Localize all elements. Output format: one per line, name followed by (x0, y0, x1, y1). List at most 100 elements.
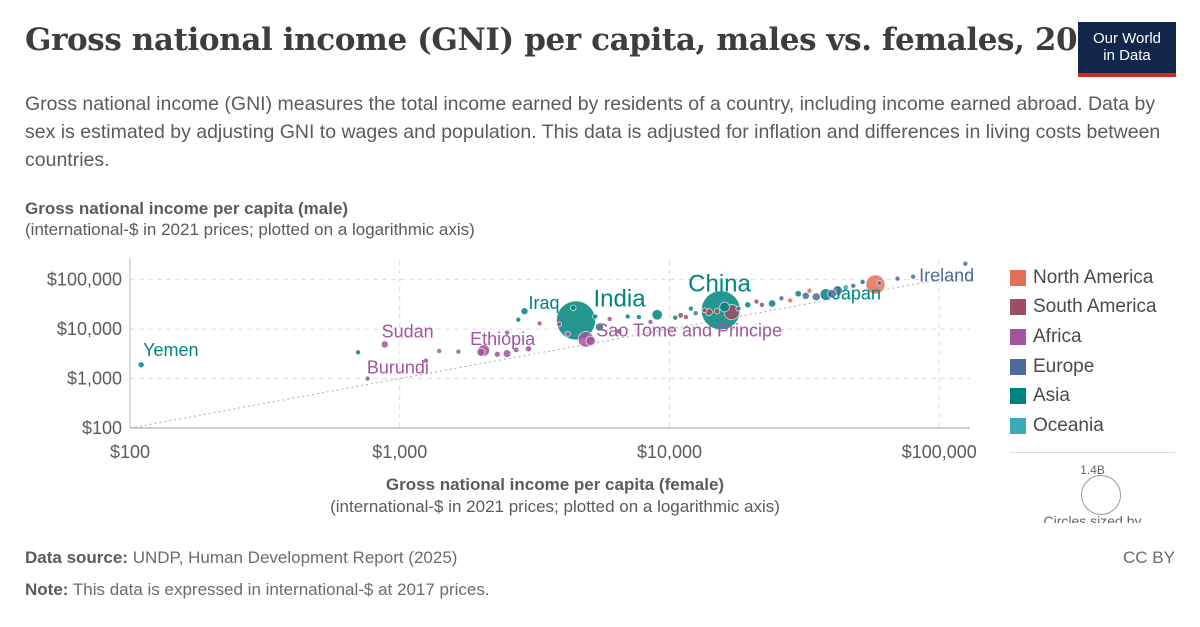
legend-item[interactable]: North America (1010, 263, 1157, 293)
data-point[interactable] (536, 320, 543, 327)
data-point[interactable] (768, 299, 777, 308)
data-point[interactable] (794, 290, 802, 298)
size-legend-note: Circles sized by population (1043, 513, 1142, 523)
data-point[interactable] (713, 308, 721, 315)
chart-note: Note: This data is expressed in internat… (25, 580, 490, 600)
legend-item[interactable]: Africa (1010, 322, 1157, 352)
data-point[interactable] (520, 307, 529, 316)
data-point[interactable] (556, 300, 596, 341)
data-point[interactable] (595, 322, 604, 332)
data-point[interactable] (355, 349, 361, 356)
data-point[interactable] (592, 313, 599, 320)
legend-item[interactable]: South America (1010, 293, 1157, 323)
region-legend: North America South America Africa Europe As… (1010, 263, 1157, 441)
data-point[interactable] (556, 321, 562, 328)
point-label: Yemen (143, 340, 198, 360)
legend-item[interactable]: Europe (1010, 352, 1157, 382)
data-point[interactable] (615, 328, 623, 335)
data-point[interactable] (744, 301, 752, 309)
data-point[interactable] (806, 287, 813, 294)
data-point[interactable] (647, 319, 654, 325)
data-point[interactable] (759, 302, 765, 308)
data-point[interactable] (692, 310, 699, 316)
legend-swatch (1010, 328, 1026, 345)
data-point[interactable] (850, 283, 857, 289)
data-point[interactable] (570, 304, 577, 311)
y-tick-label: $100 (82, 418, 122, 438)
y-axis-subtitle: (international-$ in 2021 prices; plotted… (25, 220, 475, 239)
data-point[interactable] (962, 260, 969, 267)
data-point[interactable] (494, 350, 501, 358)
point-label: Japan (832, 284, 881, 304)
legend-swatch (1010, 417, 1026, 434)
data-point[interactable] (672, 314, 679, 321)
data-point[interactable] (515, 316, 522, 323)
data-point[interactable] (476, 347, 486, 357)
data-point[interactable] (565, 331, 571, 337)
size-legend: 1.4B Circles sized by population (1010, 452, 1175, 523)
data-point[interactable] (683, 314, 689, 320)
data-point[interactable] (778, 295, 785, 302)
data-point[interactable] (688, 305, 694, 312)
x-tick-label: $100 (110, 442, 150, 462)
point-label: Sudan (382, 321, 434, 341)
data-point[interactable] (811, 292, 821, 302)
legend-label: Oceania (1033, 414, 1104, 436)
point-label: Iraq (528, 293, 559, 313)
owid-logo[interactable]: Our World in Data (1078, 22, 1176, 77)
data-point[interactable] (436, 348, 442, 354)
data-point[interactable] (842, 284, 849, 291)
x-tick-label: $1,000 (372, 442, 427, 462)
data-point[interactable] (701, 307, 708, 314)
y-tick-label: $1,000 (67, 369, 122, 389)
data-point[interactable] (502, 349, 512, 358)
data-point[interactable] (651, 309, 663, 321)
data-point[interactable] (504, 329, 510, 336)
point-label: India (594, 285, 647, 312)
data-point[interactable] (606, 316, 613, 322)
data-point[interactable] (753, 298, 760, 305)
x-axis-title: Gross national income per capita (female… (385, 475, 725, 494)
x-axis-subtitle: (international-$ in 2021 prices; plotted… (330, 497, 780, 516)
data-point[interactable] (801, 291, 810, 300)
point-label: China (688, 270, 751, 297)
data-point[interactable] (894, 275, 901, 282)
data-point[interactable] (636, 314, 642, 320)
data-point[interactable] (876, 280, 883, 286)
data-point[interactable] (525, 345, 532, 353)
y-axis-title: Gross national income per capita (male) (25, 199, 349, 218)
logo-line-1: Our World (1092, 30, 1162, 47)
x-tick-label: $10,000 (637, 442, 702, 462)
data-point[interactable] (137, 361, 145, 369)
license-link[interactable]: CC BY (1123, 548, 1175, 567)
y-tick-label: $100,000 (47, 270, 122, 290)
data-point[interactable] (585, 335, 596, 346)
scatter-plot[interactable]: $100 $1,000 $10,000 $100,000 $100 $1,000 $10,0… (0, 250, 1000, 475)
data-point[interactable] (624, 313, 631, 320)
data-point[interactable] (380, 340, 389, 349)
data-point[interactable] (719, 301, 730, 313)
note-text: This data is expressed in international-… (72, 580, 490, 599)
data-source-text[interactable]: UNDP, Human Development Report (2025) (132, 548, 458, 567)
data-point[interactable] (513, 346, 520, 353)
data-point[interactable] (859, 279, 866, 285)
data-point[interactable] (735, 305, 742, 312)
legend-swatch (1010, 299, 1026, 316)
size-legend-value: 1.4B (1080, 463, 1105, 477)
legend-label: North America (1033, 266, 1154, 288)
point-label: Ethiopia (470, 329, 536, 349)
data-point[interactable] (455, 348, 462, 355)
data-point[interactable] (787, 297, 793, 304)
data-point[interactable] (677, 312, 684, 319)
legend-item[interactable]: Oceania (1010, 411, 1157, 441)
legend-item[interactable]: Asia (1010, 381, 1157, 411)
legend-swatch (1010, 388, 1026, 405)
note-label: Note: (25, 580, 69, 599)
data-point[interactable] (423, 357, 429, 364)
data-point[interactable] (910, 273, 916, 280)
data-point[interactable] (364, 375, 371, 382)
legend-swatch (1010, 358, 1026, 375)
legend-label: Europe (1033, 355, 1095, 377)
data-point[interactable] (827, 289, 837, 299)
data-point[interactable] (865, 274, 886, 295)
